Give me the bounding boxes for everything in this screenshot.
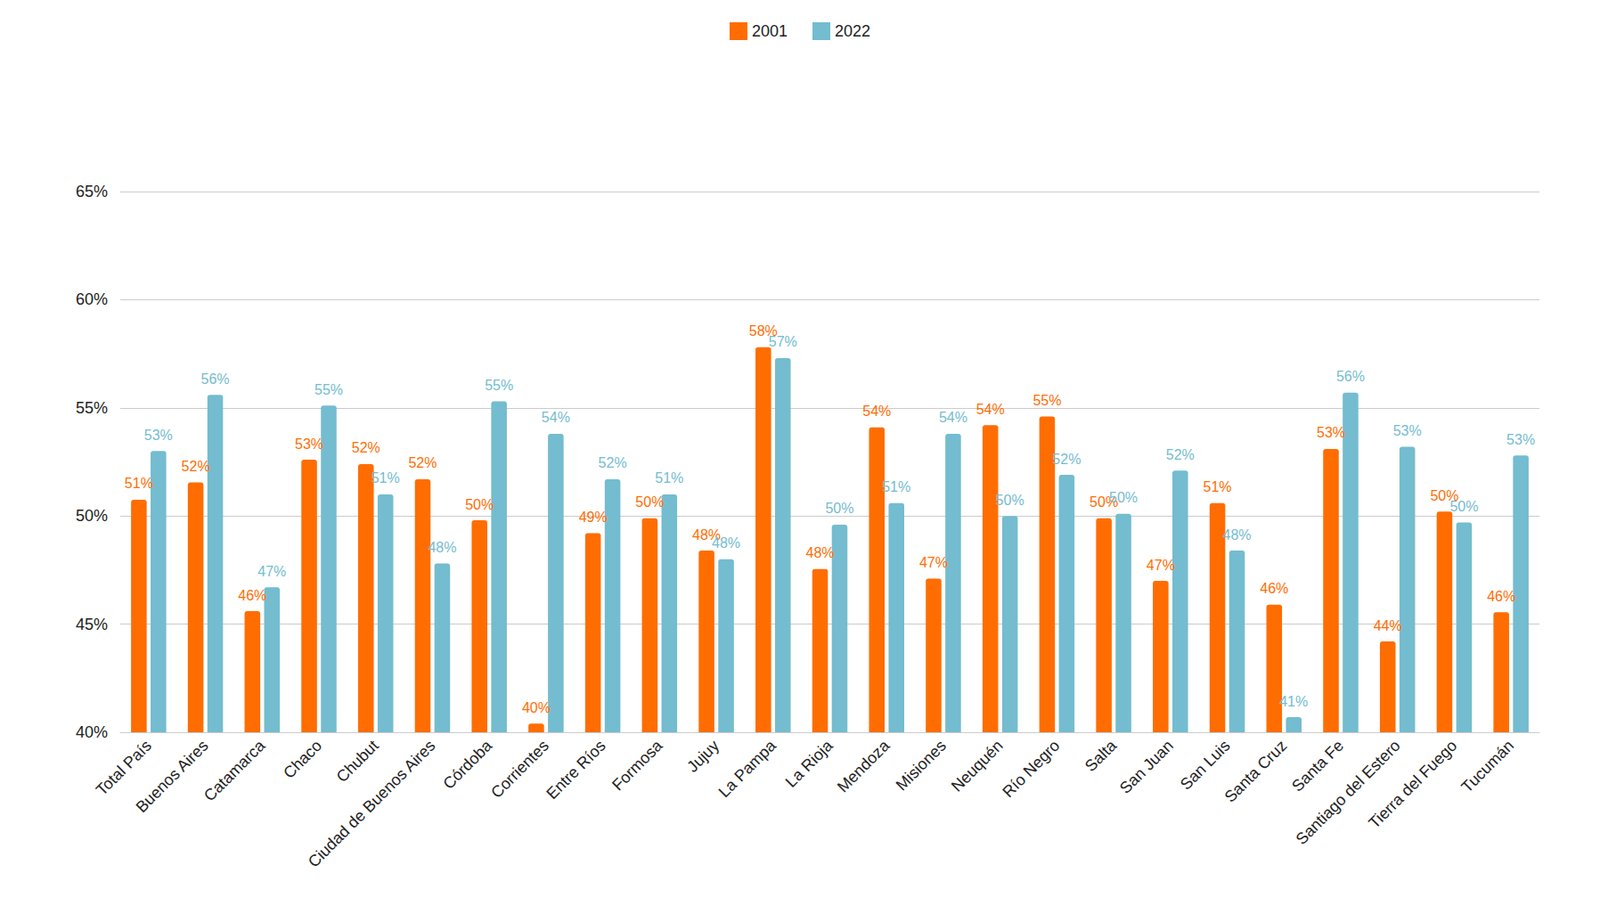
svg-text:Corrientes: Corrientes (487, 736, 553, 802)
svg-text:54%: 54% (862, 403, 891, 419)
svg-text:San Juan: San Juan (1116, 736, 1177, 798)
svg-text:55%: 55% (484, 377, 514, 393)
svg-text:48%: 48% (427, 539, 457, 556)
svg-text:47%: 47% (919, 555, 948, 571)
svg-text:48%: 48% (692, 526, 721, 543)
svg-text:53%: 53% (1506, 432, 1535, 448)
svg-text:50%: 50% (1449, 498, 1478, 515)
svg-text:55%: 55% (75, 399, 108, 417)
svg-text:Santa Cruz: Santa Cruz (1221, 736, 1291, 807)
svg-text:Total País: Total País (92, 736, 155, 800)
svg-text:44%: 44% (1373, 618, 1403, 634)
svg-text:51%: 51% (881, 479, 911, 495)
svg-text:49%: 49% (579, 509, 608, 525)
svg-text:51%: 51% (654, 470, 684, 486)
svg-text:55%: 55% (314, 382, 343, 398)
svg-text:Entre Ríos: Entre Ríos (542, 736, 609, 803)
svg-text:Córdoba: Córdoba (439, 736, 496, 793)
svg-text:Neuquén: Neuquén (947, 736, 1007, 796)
svg-text:50%: 50% (1089, 494, 1119, 510)
svg-text:Río Negro: Río Negro (998, 736, 1063, 801)
svg-text:53%: 53% (1393, 423, 1422, 439)
svg-text:51%: 51% (124, 475, 154, 491)
svg-text:58%: 58% (749, 323, 778, 339)
svg-text:47%: 47% (1146, 557, 1176, 573)
svg-text:52%: 52% (1052, 451, 1081, 467)
svg-text:54%: 54% (976, 401, 1005, 417)
svg-text:Chubut: Chubut (333, 736, 383, 786)
svg-text:53%: 53% (1316, 424, 1346, 441)
svg-text:50%: 50% (824, 500, 854, 516)
svg-text:40%: 40% (522, 700, 551, 716)
svg-text:50%: 50% (465, 497, 494, 513)
svg-text:52%: 52% (351, 440, 381, 456)
svg-text:48%: 48% (806, 545, 835, 561)
svg-text:50%: 50% (1430, 488, 1459, 504)
svg-text:55%: 55% (1032, 392, 1062, 409)
svg-text:Buenos Aires: Buenos Aires (132, 736, 213, 817)
svg-text:50%: 50% (75, 506, 108, 525)
svg-text:56%: 56% (1336, 368, 1365, 384)
svg-text:52%: 52% (598, 455, 628, 471)
svg-text:Ciudad de Buenos Aires: Ciudad de Buenos Aires (304, 736, 440, 872)
svg-text:41%: 41% (1279, 693, 1308, 710)
svg-text:2001: 2001 (751, 22, 788, 41)
svg-text:47%: 47% (257, 563, 286, 580)
svg-text:Tierra del Fuego: Tierra del Fuego (1365, 736, 1462, 833)
svg-text:Misiones: Misiones (892, 736, 950, 794)
svg-text:51%: 51% (371, 470, 400, 486)
svg-text:56%: 56% (201, 371, 230, 387)
svg-text:54%: 54% (541, 409, 571, 425)
svg-text:Mendoza: Mendoza (833, 736, 893, 796)
svg-text:50%: 50% (995, 492, 1025, 508)
svg-text:46%: 46% (237, 587, 267, 604)
svg-text:Salta: Salta (1081, 736, 1120, 776)
svg-text:La Rioja: La Rioja (782, 736, 837, 792)
svg-text:46%: 46% (1259, 580, 1289, 596)
svg-text:Tucumán: Tucumán (1458, 736, 1519, 797)
svg-text:Jujuy: Jujuy (683, 736, 723, 776)
svg-text:48%: 48% (711, 535, 741, 551)
svg-text:La Pampa: La Pampa (715, 736, 780, 801)
svg-text:65%: 65% (75, 182, 108, 201)
svg-text:San Luis: San Luis (1176, 736, 1234, 794)
svg-text:52%: 52% (408, 455, 437, 471)
svg-text:Chaco: Chaco (279, 736, 326, 783)
svg-text:40%: 40% (75, 723, 108, 742)
svg-text:57%: 57% (768, 334, 798, 350)
svg-text:52%: 52% (1166, 447, 1195, 463)
svg-text:46%: 46% (1486, 588, 1516, 605)
svg-text:Santiago del Estero: Santiago del Estero (1292, 736, 1405, 849)
svg-text:50%: 50% (1109, 489, 1138, 506)
svg-text:53%: 53% (144, 427, 173, 443)
svg-text:Catamarca: Catamarca (200, 736, 269, 805)
svg-text:54%: 54% (938, 409, 968, 425)
svg-text:51%: 51% (1203, 479, 1233, 495)
svg-text:Formosa: Formosa (608, 736, 666, 794)
svg-text:60%: 60% (75, 290, 108, 309)
svg-text:52%: 52% (181, 458, 211, 474)
svg-text:Santa Fe: Santa Fe (1288, 736, 1347, 796)
svg-text:48%: 48% (1222, 527, 1251, 543)
svg-text:2022: 2022 (834, 22, 871, 41)
svg-text:53%: 53% (294, 436, 324, 452)
svg-text:50%: 50% (635, 494, 664, 510)
svg-text:45%: 45% (75, 615, 108, 634)
